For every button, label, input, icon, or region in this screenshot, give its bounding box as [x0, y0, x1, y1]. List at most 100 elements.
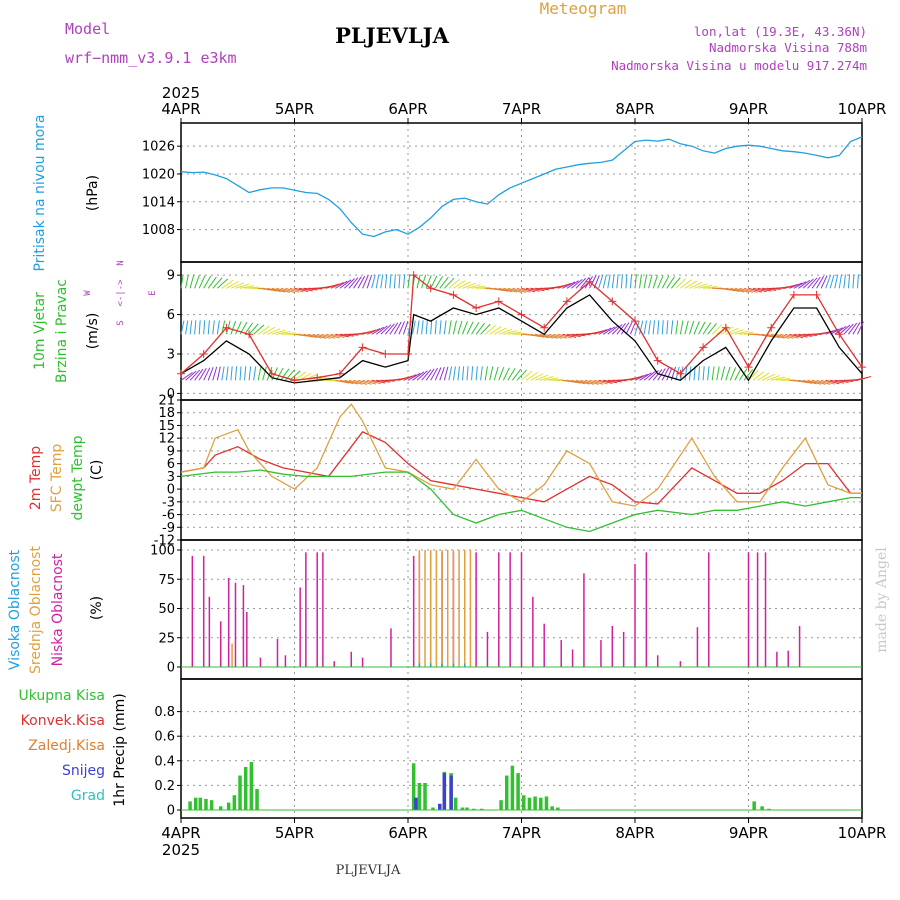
wind-barb [257, 366, 262, 381]
wind-barb [693, 321, 700, 335]
gust-marker [540, 323, 549, 332]
wind-barb [593, 329, 608, 335]
wind-barb [730, 287, 744, 293]
bar-visoka [418, 663, 421, 667]
bar-srednja [418, 550, 421, 667]
wind-barb [611, 323, 623, 335]
wind-barb [525, 371, 538, 381]
bar-niska [305, 552, 307, 667]
temp-ylabel-sfc: SFC Temp [49, 444, 65, 513]
wind-barb [657, 275, 664, 289]
wind-barb [571, 379, 586, 385]
wind-barb [398, 375, 413, 381]
wind-barb [453, 280, 466, 289]
wind-barb [534, 374, 549, 381]
gust-marker [494, 297, 503, 306]
wind-barb [643, 274, 648, 289]
panel-frame [180, 678, 863, 819]
compass-n: N [116, 260, 126, 265]
bar-niska [696, 627, 699, 667]
wind-barb [225, 366, 229, 381]
wind-barb [534, 333, 549, 339]
wind-barb [262, 326, 276, 335]
bar-srednja [231, 643, 233, 667]
wind-barb [825, 274, 831, 289]
bar-ukupna-kisa [453, 797, 458, 810]
wind-barb [625, 274, 628, 289]
wind-barb [521, 287, 536, 293]
gust-marker [676, 369, 685, 378]
wind-barb [389, 274, 392, 289]
bar-snijeg [414, 797, 418, 810]
wind-barb [430, 275, 438, 289]
gust-marker [335, 369, 344, 378]
bar-niska [202, 555, 205, 667]
wind-barb [553, 333, 567, 339]
wind-barb [575, 379, 590, 385]
bar-ukupna-kisa [465, 807, 469, 810]
year-bottom: 2025 [162, 841, 200, 859]
wind-barb [357, 275, 366, 289]
ytick-label: 0 [167, 661, 175, 676]
wind-barb [380, 324, 392, 335]
wind-barb [780, 333, 794, 339]
panel-frame [180, 122, 863, 263]
bar-ukupna-kisa [204, 798, 208, 810]
cloud-unit: (%) [89, 596, 105, 620]
gust-marker [404, 350, 412, 358]
wind-barb [344, 379, 359, 385]
left-labels: Pritisak na nivou mora (hPa) 10m Vjetar … [7, 114, 158, 806]
wind-barb [557, 282, 572, 289]
panel-pressure: 1008 1014 1020 1026 [142, 122, 863, 263]
wind-barb [466, 321, 474, 335]
bar-ukupna-kisa [238, 775, 242, 810]
wind-barb [503, 287, 517, 293]
wind-barb [856, 274, 859, 289]
wind-barb [616, 274, 619, 289]
wind-barb [507, 331, 522, 335]
gust-marker [653, 356, 662, 365]
wind-barb [253, 366, 257, 381]
gust-marker [789, 290, 798, 299]
model-label: Model [65, 20, 110, 38]
wind-barb [353, 276, 362, 289]
wind-barb [384, 274, 388, 289]
wind-barb [548, 378, 563, 381]
wind-barb [838, 274, 842, 289]
wind-barb [457, 281, 471, 289]
wind-barb [185, 320, 189, 335]
wind-barb [294, 287, 309, 293]
wind-barb [498, 367, 505, 381]
wind-barb [502, 367, 510, 381]
compass-rose: N W E S <-|-> [83, 260, 158, 325]
wind-barb [816, 379, 831, 385]
wind-barb [180, 371, 193, 381]
wind-barb [521, 370, 533, 381]
wind-barb [398, 321, 405, 335]
wind-barb [362, 379, 377, 385]
ytick-label: 25 [158, 631, 175, 646]
wind-barb [289, 287, 304, 293]
bar-niska [322, 552, 324, 667]
wind-barb [257, 325, 270, 335]
wind-barb [275, 367, 284, 381]
wind-barb [620, 322, 630, 335]
wind-barb [339, 379, 354, 385]
wind-barb [480, 366, 483, 381]
wind-barb [680, 279, 692, 289]
wind-barb [484, 324, 497, 335]
ytick-label: 9 [167, 444, 175, 459]
bar-ukupna-kisa [198, 797, 203, 810]
wind-barb [584, 379, 599, 385]
wind-barb [734, 287, 749, 293]
wind-barb [498, 328, 513, 335]
wind-barb [312, 376, 327, 381]
bar-niska [787, 650, 789, 667]
wind-barb [766, 375, 781, 381]
wind-barb [276, 331, 291, 335]
wind-barb [598, 274, 604, 289]
ytick-label: 0.8 [154, 705, 175, 720]
wind-barb [326, 283, 340, 289]
wind-barb [416, 320, 420, 335]
wind-barb [634, 274, 637, 289]
